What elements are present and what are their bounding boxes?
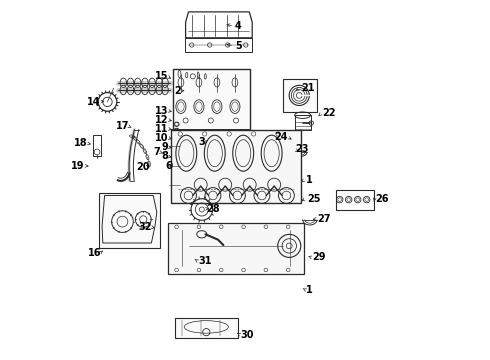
Text: 27: 27 (317, 214, 330, 224)
Text: 24: 24 (275, 132, 288, 142)
Bar (171, 130, 301, 203)
Text: 20: 20 (136, 162, 150, 172)
Text: 29: 29 (313, 252, 326, 262)
Text: 5: 5 (235, 41, 242, 51)
Text: 23: 23 (295, 144, 309, 154)
Text: 1: 1 (306, 285, 313, 295)
Text: 1: 1 (305, 175, 312, 185)
Text: 15: 15 (154, 71, 168, 81)
Bar (171, 129, 248, 144)
Text: 16: 16 (88, 248, 101, 258)
Text: 7: 7 (154, 147, 160, 157)
Text: 31: 31 (198, 256, 212, 266)
Bar (93, 135, 101, 156)
Text: 32: 32 (138, 222, 151, 232)
Bar (173, 69, 250, 130)
Bar (175, 318, 238, 338)
Text: 18: 18 (74, 138, 87, 148)
Text: 21: 21 (301, 83, 314, 93)
Text: 8: 8 (161, 151, 168, 161)
Text: 19: 19 (72, 161, 85, 171)
Text: 30: 30 (241, 330, 254, 340)
Text: 9: 9 (161, 142, 168, 152)
Bar (173, 139, 180, 143)
Text: 17: 17 (116, 121, 129, 131)
Bar (99, 193, 160, 248)
Text: 6: 6 (166, 161, 172, 171)
Text: 13: 13 (154, 105, 168, 116)
Text: 25: 25 (307, 194, 320, 204)
Bar (185, 38, 252, 52)
Text: 11: 11 (154, 123, 168, 134)
Text: 2: 2 (174, 86, 181, 96)
Text: 28: 28 (206, 204, 220, 214)
Bar (336, 190, 373, 210)
Text: 12: 12 (154, 114, 168, 125)
Text: 10: 10 (154, 132, 168, 143)
Text: 26: 26 (375, 194, 389, 204)
Text: 3: 3 (198, 137, 205, 147)
Text: 14: 14 (87, 96, 100, 107)
Bar (294, 115, 311, 130)
Bar (168, 223, 304, 274)
Bar (283, 79, 317, 112)
Text: 4: 4 (235, 21, 242, 31)
Text: 22: 22 (322, 108, 336, 118)
